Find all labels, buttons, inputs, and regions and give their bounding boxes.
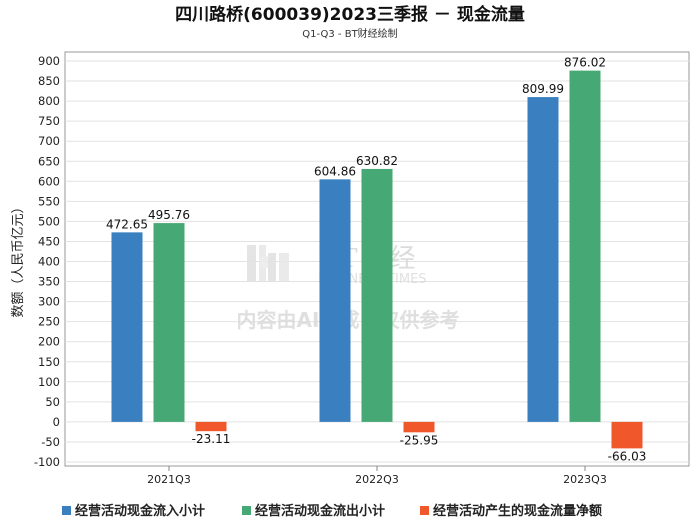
bar-series — [111, 70, 643, 449]
y-axis-label: 数额（人民币亿元） — [11, 200, 26, 317]
data-label-net-2021Q3: -23.11 — [192, 432, 231, 446]
x-tick-label: 2023Q3 — [563, 473, 607, 486]
x-tick-label: 2021Q3 — [147, 473, 191, 486]
y-tick-label: 0 — [53, 415, 60, 429]
data-label-net-2023Q3: -66.03 — [608, 449, 647, 463]
y-tick-label: 200 — [38, 335, 60, 349]
legend-swatch-outflow — [242, 506, 251, 515]
bar-outflow-2022Q3 — [361, 168, 393, 422]
legend-label-net: 经营活动产生的现金流量净额 — [433, 503, 602, 519]
y-tick-label: 650 — [38, 154, 60, 168]
y-tick-label: 800 — [38, 94, 60, 108]
legend: 经营活动现金流入小计 经营活动现金流出小计 经营活动产生的现金流量净额 — [62, 503, 602, 519]
y-tick-label: 750 — [38, 114, 60, 128]
bar-outflow-2023Q3 — [569, 70, 601, 422]
y-tick-label: 550 — [38, 194, 60, 208]
bar-net-2021Q3 — [195, 421, 227, 432]
y-tick-label: 400 — [38, 255, 60, 269]
y-tick-label: 300 — [38, 295, 60, 309]
bar-outflow-2021Q3 — [153, 223, 185, 422]
data-label-outflow-2022Q3: 630.82 — [356, 154, 398, 168]
y-tick-label: 850 — [38, 74, 60, 88]
bar-net-2022Q3 — [403, 421, 435, 433]
legend-swatch-inflow — [62, 506, 71, 515]
x-tick-label: 2022Q3 — [355, 473, 399, 486]
y-tick-label: 450 — [38, 234, 60, 248]
legend-swatch-net — [420, 506, 429, 515]
y-tick-label: -50 — [41, 435, 60, 449]
y-tick-label: 100 — [38, 375, 60, 389]
y-tick-label: 50 — [45, 395, 60, 409]
data-label-outflow-2023Q3: 876.02 — [564, 56, 606, 70]
y-tick-label: -100 — [34, 455, 60, 469]
y-tick-label: 700 — [38, 134, 60, 148]
bar-inflow-2021Q3 — [111, 232, 143, 422]
y-tick-label: 250 — [38, 315, 60, 329]
bar-inflow-2022Q3 — [319, 179, 351, 422]
y-tick-label: 150 — [38, 355, 60, 369]
legend-label-inflow: 经营活动现金流入小计 — [75, 503, 205, 519]
watermark-logo-icon — [247, 245, 289, 281]
data-label-outflow-2021Q3: 495.76 — [148, 208, 190, 222]
y-tick-label: 500 — [38, 214, 60, 228]
y-axis-ticks: -100 -50 0 50 100 150 200 250 300 350 400 450 500 550… — [34, 54, 60, 469]
y-tick-label: 600 — [38, 174, 60, 188]
data-label-inflow-2022Q3: 604.86 — [314, 164, 356, 178]
x-axis-ticks: 2021Q3 2022Q3 2023Q3 — [147, 466, 607, 486]
chart-title: 四川路桥(600039)2023三季报 － 现金流量 — [175, 4, 525, 25]
y-tick-label: 900 — [38, 54, 60, 68]
bar-net-2023Q3 — [611, 421, 643, 449]
legend-label-outflow: 经营活动现金流出小计 — [255, 503, 385, 519]
data-label-inflow-2023Q3: 809.99 — [522, 82, 564, 96]
y-tick-label: 350 — [38, 275, 60, 289]
chart-subtitle: Q1-Q3 - BT财经绘制 — [302, 27, 397, 40]
data-label-net-2022Q3: -25.95 — [400, 433, 439, 447]
data-label-inflow-2021Q3: 472.65 — [106, 217, 148, 231]
bar-inflow-2023Q3 — [527, 97, 559, 422]
